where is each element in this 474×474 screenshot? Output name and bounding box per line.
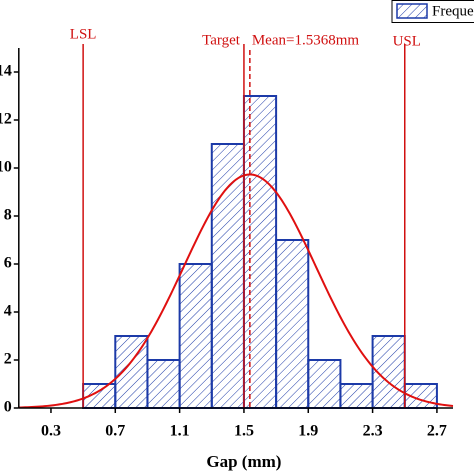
reference-label: Mean=1.5368mm [252,32,360,48]
bar [146,359,181,409]
bar [178,263,213,409]
y-tick-label: 8 [4,207,12,224]
x-tick-label: 2.7 [427,423,447,440]
bar [242,95,278,409]
x-tick-label: 0.3 [41,423,61,440]
y-tick-label: 0 [4,399,12,416]
normal-curve [18,173,454,409]
legend-swatch [396,3,428,19]
bar [307,359,342,409]
y-tick-label: 10 [0,159,12,176]
x-tick-label: 2.3 [363,423,383,440]
x-tick-label: 1.5 [234,423,254,440]
legend-label: Frequency [432,3,474,19]
bar [210,143,245,409]
x-axis-title: Gap (mm) [206,452,281,471]
reference-label: Target [202,32,241,48]
y-tick-label: 14 [0,63,12,80]
y-tick-label: 6 [4,255,12,272]
x-tick-label: 1.1 [170,423,190,440]
y-tick-label: 4 [4,303,12,320]
x-tick-label: 0.7 [105,423,125,440]
reference-label: USL [393,33,421,49]
x-tick-label: 1.9 [298,423,318,440]
bar [339,383,374,409]
reference-label: LSL [70,26,97,42]
y-tick-label: 2 [4,351,12,368]
y-tick-label: 12 [0,111,12,128]
bar [275,239,310,409]
